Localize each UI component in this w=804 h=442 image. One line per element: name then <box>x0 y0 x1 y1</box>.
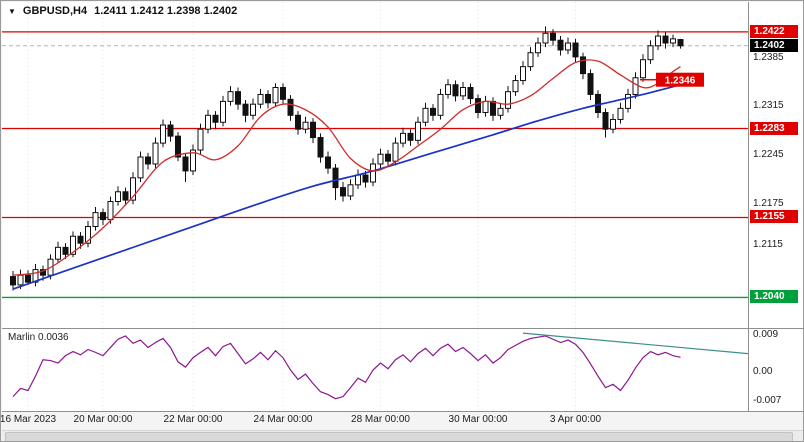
marlin-indicator-canvas[interactable] <box>2 329 748 411</box>
indicator-axis-tick: -0.007 <box>753 394 782 406</box>
indicator-name: Marlin <box>8 332 36 343</box>
indicator-axis[interactable]: 0.009 0.00 -0.007 <box>749 329 803 411</box>
chart-bottom-border <box>2 411 803 412</box>
indicator-grid <box>27 329 576 411</box>
indicator-value: 0.0036 <box>38 332 69 343</box>
symbol-dropdown-icon[interactable]: ▼ <box>8 6 16 16</box>
price-axis-tick: 1.2385 <box>753 51 784 63</box>
time-axis-label: 30 Mar 00:00 <box>448 414 508 425</box>
time-axis-label: 20 Mar 00:00 <box>73 414 133 425</box>
price-axis-tick: 1.2245 <box>753 148 784 160</box>
time-axis[interactable]: 16 Mar 2023 20 Mar 00:00 22 Mar 00:00 24 Ma… <box>0 413 803 428</box>
horizontal-scrollbar[interactable] <box>2 430 803 441</box>
marlin-line <box>12 335 681 400</box>
candles <box>10 26 684 291</box>
time-axis-label: 28 Mar 00:00 <box>351 414 410 425</box>
price-axis[interactable]: 1.2385 1.2315 1.2245 1.2175 1.2115 1.2422 1.22… <box>749 2 803 328</box>
ohlc-quotes: 1.2411 1.2412 1.2398 1.2402 <box>94 5 238 17</box>
ma-callout-label: 1.2346 <box>665 76 696 87</box>
indicator-title: Marlin 0.0036 <box>8 332 69 343</box>
price-chart-canvas[interactable]: 1.2346 <box>2 2 748 328</box>
price-axis-tick: 1.2315 <box>753 100 784 112</box>
time-axis-label: 16 Mar 2023 <box>0 414 57 425</box>
time-axis-label: 24 Mar 00:00 <box>253 414 313 425</box>
ma-blue-line <box>12 83 681 290</box>
ma-callout-box <box>656 72 704 87</box>
chart-title: ▼ GBPUSD,H4 1.2411 1.2412 1.2398 1.2402 <box>8 5 237 17</box>
symbol-label: GBPUSD,H4 <box>22 5 88 17</box>
time-axis-label: 3 Apr 00:00 <box>549 414 602 425</box>
price-level-tag: 1.2422 <box>750 24 798 38</box>
ma-red-line <box>12 59 681 276</box>
price-level-tag: 1.2040 <box>750 290 798 304</box>
indicator-axis-tick: 0.009 <box>753 329 779 341</box>
axis-separator <box>748 2 749 411</box>
price-grid <box>27 2 576 328</box>
scrollbar-thumb[interactable] <box>5 432 793 441</box>
price-axis-tick: 1.2115 <box>753 239 783 251</box>
time-axis-label: 22 Mar 00:00 <box>163 414 223 425</box>
marlin-trendline[interactable] <box>522 332 748 355</box>
price-level-tag: 1.2155 <box>750 210 798 224</box>
pane-separator[interactable] <box>2 328 803 329</box>
current-price-tag: 1.2402 <box>750 38 798 52</box>
price-level-tag: 1.2283 <box>750 121 798 135</box>
indicator-axis-tick: 0.00 <box>753 366 773 378</box>
price-axis-tick: 1.2175 <box>753 197 784 209</box>
